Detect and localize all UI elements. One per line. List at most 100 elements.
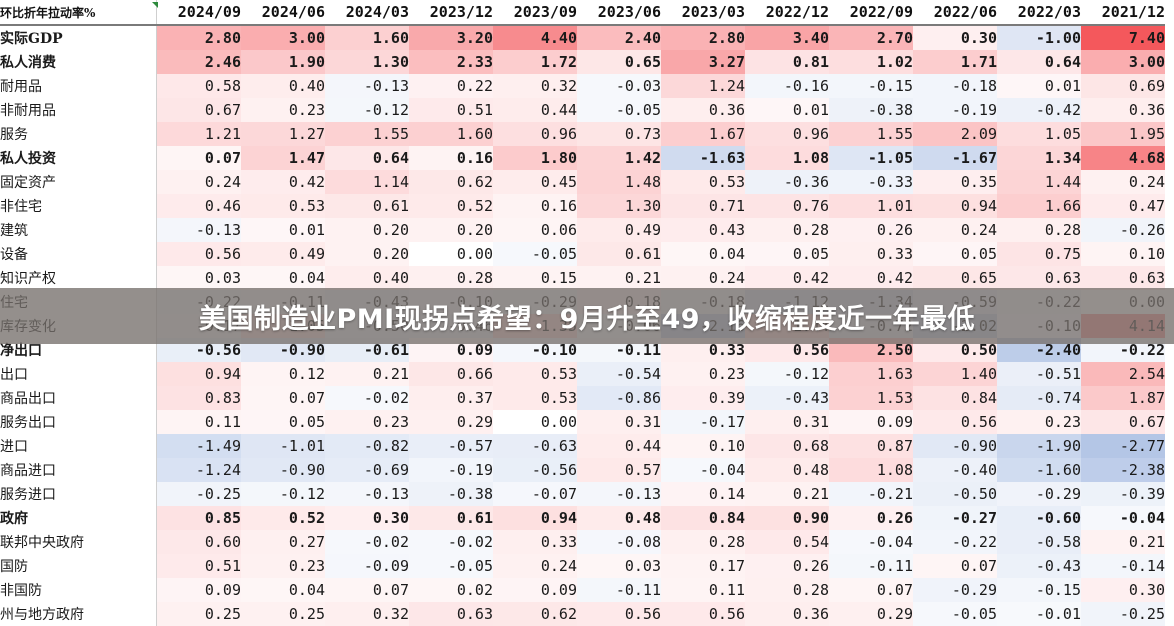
table-cell: -0.86: [577, 386, 661, 410]
table-cell: 0.27: [241, 530, 325, 554]
table-cell: 0.22: [409, 74, 493, 98]
table-cell: 0.33: [829, 242, 913, 266]
table-cell: -0.25: [1081, 602, 1165, 626]
table-cell: 0.04: [241, 266, 325, 290]
table-row: 设备 0.56 0.49 0.20 0.00 -0.05 0.61 0.04 0.05 0.33 0…: [0, 242, 1165, 266]
table-cell: 0.24: [493, 554, 577, 578]
table-cell: 3.40: [745, 25, 829, 50]
table-cell: 0.30: [325, 506, 409, 530]
table-row: 非国防 0.09 0.04 0.07 0.02 0.09 -0.11 0.11 0.28 0.07…: [0, 578, 1165, 602]
table-cell: 0.25: [156, 602, 241, 626]
table-cell: 0.96: [745, 122, 829, 146]
row-label: 建筑: [0, 218, 157, 242]
row-label: 国防: [0, 554, 157, 578]
table-cell: 0.09: [829, 410, 913, 434]
table-cell: 1.08: [745, 146, 829, 170]
table-cell: 0.56: [661, 602, 745, 626]
table-cell: 0.46: [156, 194, 241, 218]
table-cell: -1.90: [997, 434, 1081, 458]
table-cell: 0.11: [156, 410, 241, 434]
table-cell: 1.34: [997, 146, 1081, 170]
table-cell: 1.80: [493, 146, 577, 170]
table-cell: 0.56: [913, 410, 997, 434]
table-cell: -0.05: [409, 554, 493, 578]
table-row: 服务 1.21 1.27 1.55 1.60 0.96 0.73 1.67 0.96 1.55 2.…: [0, 122, 1165, 146]
table-row: 非住宅 0.46 0.53 0.61 0.52 0.16 1.30 0.71 0.76 1.01 0…: [0, 194, 1165, 218]
table-cell: 0.03: [577, 554, 661, 578]
row-label: 私人消费: [0, 50, 157, 74]
table-cell: -0.09: [325, 554, 409, 578]
table-cell: 0.05: [913, 242, 997, 266]
table-cell: -2.77: [1081, 434, 1165, 458]
table-cell: 0.61: [409, 506, 493, 530]
table-cell: 0.01: [745, 98, 829, 122]
table-row: 私人投资 0.07 1.47 0.64 0.16 1.80 1.42 -1.63 1.08 -1.…: [0, 146, 1165, 170]
table-cell: -0.29: [913, 578, 997, 602]
table-cell: 2.46: [156, 50, 241, 74]
table-cell: -0.25: [156, 482, 241, 506]
table-cell: 0.29: [409, 410, 493, 434]
table-cell: 0.26: [745, 554, 829, 578]
table-cell: 1.66: [997, 194, 1081, 218]
table-cell: 0.07: [913, 554, 997, 578]
table-cell: 0.03: [156, 266, 241, 290]
table-cell: -0.33: [829, 170, 913, 194]
table-cell: -0.43: [745, 386, 829, 410]
table-cell: 1.60: [325, 25, 409, 50]
table-row: 联邦中央政府 0.60 0.27 -0.02 -0.02 0.33 -0.08 0.28 0.5…: [0, 530, 1165, 554]
row-label: 联邦中央政府: [0, 530, 157, 554]
table-cell: 0.61: [325, 194, 409, 218]
table-cell: -0.05: [493, 242, 577, 266]
table-cell: 0.32: [493, 74, 577, 98]
table-cell: 0.52: [241, 506, 325, 530]
column-header: 2022/03: [997, 0, 1081, 26]
row-label: 政府: [0, 506, 157, 530]
table-cell: -0.16: [745, 74, 829, 98]
table-cell: 0.64: [325, 146, 409, 170]
table-cell: -0.12: [745, 362, 829, 386]
table-row: 非耐用品 0.67 0.23 -0.12 0.51 0.44 -0.05 0.36 0.01 -0…: [0, 98, 1165, 122]
table-cell: 0.58: [156, 74, 241, 98]
column-header: 2022/06: [913, 0, 997, 26]
table-cell: -0.90: [241, 458, 325, 482]
table-cell: 0.81: [745, 50, 829, 74]
table-cell: 1.01: [829, 194, 913, 218]
table-cell: 0.75: [997, 242, 1081, 266]
table-cell: 0.04: [661, 242, 745, 266]
row-label: 固定资产: [0, 170, 157, 194]
table-cell: -1.00: [997, 25, 1081, 50]
table-cell: 0.33: [493, 530, 577, 554]
table-cell: -0.02: [325, 386, 409, 410]
table-cell: 0.62: [409, 170, 493, 194]
table-cell: 0.83: [156, 386, 241, 410]
table-cell: 0.10: [1081, 242, 1165, 266]
table-cell: 1.27: [241, 122, 325, 146]
table-cell: 0.53: [661, 170, 745, 194]
table-cell: -1.60: [997, 458, 1081, 482]
table-cell: 0.24: [156, 170, 241, 194]
row-label: 商品出口: [0, 386, 157, 410]
table-cell: 0.32: [325, 602, 409, 626]
table-cell: -0.26: [1081, 218, 1165, 242]
corner-label: 环比折年拉动率%: [0, 0, 157, 26]
table-cell: 0.24: [913, 218, 997, 242]
table-cell: 1.55: [829, 122, 913, 146]
row-label: 进口: [0, 434, 157, 458]
table-cell: -0.63: [493, 434, 577, 458]
table-cell: -0.50: [913, 482, 997, 506]
table-cell: -1.01: [241, 434, 325, 458]
table-cell: 1.42: [577, 146, 661, 170]
table-cell: 0.30: [913, 25, 997, 50]
header-row: 环比折年拉动率% 2024/09 2024/06 2024/03 2023/12 202…: [0, 0, 1165, 26]
table-cell: -1.24: [156, 458, 241, 482]
table-cell: 1.53: [829, 386, 913, 410]
table-cell: -0.27: [913, 506, 997, 530]
table-cell: -0.15: [997, 578, 1081, 602]
table-cell: 0.28: [745, 218, 829, 242]
table-cell: 1.48: [577, 170, 661, 194]
table-cell: 0.17: [661, 554, 745, 578]
table-cell: 0.76: [745, 194, 829, 218]
table-cell: -0.04: [661, 458, 745, 482]
table-cell: 2.80: [661, 25, 745, 50]
